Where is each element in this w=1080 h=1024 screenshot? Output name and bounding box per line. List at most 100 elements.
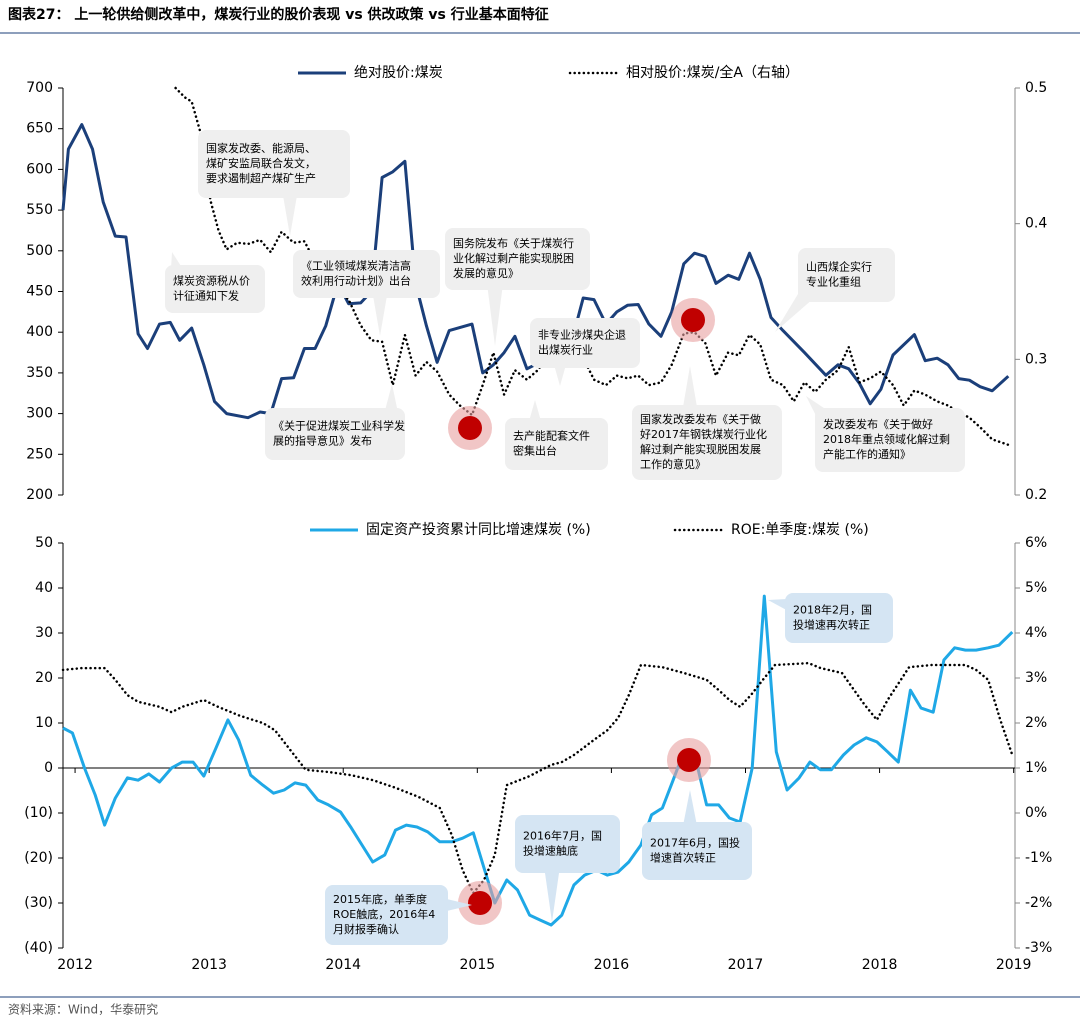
y-tick-label: 40 (35, 580, 53, 596)
callout-text: 国家发改委发布《关于做 (640, 412, 761, 426)
callout-box (632, 405, 782, 480)
y-tick-label: (10) (24, 805, 53, 821)
callout-text: 2018年重点领域化解过剩 (823, 432, 950, 446)
annotations: 国家发改委、能源局、煤矿安监局联合发文，要求遏制超产煤矿生产煤炭资源税从价计征通… (165, 130, 965, 945)
callout-pointer (543, 859, 561, 922)
y-tick-label: 450 (26, 284, 53, 300)
y-tick-label: 0 (44, 760, 53, 776)
figure-title: 图表27： 上一轮供给侧改革中，煤炭行业的股价表现 vs 供改政策 vs 行业基… (8, 6, 549, 23)
y-tick-label: (40) (24, 940, 53, 956)
callout-box (785, 593, 893, 643)
x-tick-label: 2016 (594, 957, 630, 973)
series-line (61, 123, 1010, 420)
callout-text: 业化解过剩产能实现脱困 (453, 251, 574, 265)
callout-text: 解过剩产能实现脱困发展 (640, 442, 761, 456)
x-tick-label: 2019 (996, 957, 1032, 973)
highlight-dot (681, 308, 705, 332)
y2-tick-label: 0.2 (1025, 487, 1047, 503)
callout-text: 投增速触底 (523, 844, 578, 858)
x-tick-label: 2017 (728, 957, 764, 973)
y2-tick-label: -2% (1025, 895, 1052, 911)
y-tick-label: 400 (26, 324, 53, 340)
y-tick-label: (20) (24, 850, 53, 866)
y-tick-label: (30) (24, 895, 53, 911)
y2-tick-label: 6% (1025, 535, 1047, 551)
callout-text: 产能工作的通知》 (823, 447, 911, 461)
series-line (62, 594, 1014, 927)
callout-text: 2016年7月，国 (523, 829, 602, 843)
callout-text: 出煤炭行业 (538, 343, 593, 357)
callout-text: 国务院发布《关于煤炭行 (453, 236, 574, 250)
callout-text: 月财报季确认 (333, 922, 399, 936)
callout-text: 山西煤企实行 (806, 260, 872, 274)
y2-tick-label: 0% (1025, 805, 1047, 821)
callout-text: 发改委发布《关于做好 (823, 417, 933, 431)
callout-text: 效利用行动计划》出台 (301, 274, 411, 288)
callout-text: 《工业领域煤炭清洁高 (301, 259, 411, 273)
y2-tick-label: 0.3 (1025, 351, 1047, 367)
callout-box (505, 418, 608, 470)
y2-tick-label: 3% (1025, 670, 1047, 686)
callout-box (815, 408, 965, 472)
y2-tick-label: -1% (1025, 850, 1052, 866)
callout-box (165, 265, 265, 313)
series-line (174, 86, 1010, 447)
callout-box (198, 130, 350, 198)
callout-text: 2017年6月，国投 (650, 836, 740, 850)
callout-text: 专业化重组 (806, 275, 861, 289)
y-tick-label: 600 (26, 161, 53, 177)
y-tick-label: 50 (35, 535, 53, 551)
y2-tick-label: -3% (1025, 940, 1052, 956)
callout-text: 去产能配套文件 (513, 429, 590, 443)
callout-box (293, 250, 440, 298)
y-tick-label: 200 (26, 487, 53, 503)
y2-tick-label: 5% (1025, 580, 1047, 596)
callout-text: 2015年底，单季度 (333, 892, 427, 906)
y-tick-label: 350 (26, 365, 53, 381)
callout-text: 国家发改委、能源局、 (206, 141, 316, 155)
x-tick-label: 2014 (325, 957, 361, 973)
x-tick-label: 2012 (57, 957, 93, 973)
source-note: 资料来源：Wind，华泰研究 (8, 1002, 158, 1017)
y-tick-label: 250 (26, 446, 53, 462)
y-tick-label: 300 (26, 406, 53, 422)
highlight-dot (468, 891, 492, 915)
callout-text: 要求遏制超产煤矿生产 (206, 171, 316, 185)
callout-box (530, 318, 640, 368)
callout-text: 密集出台 (513, 444, 557, 458)
callout-pointer (486, 276, 504, 346)
callout-text: 非专业涉煤央企退 (538, 328, 626, 342)
callout-text: 增速首次转正 (650, 851, 716, 865)
highlight-dot (458, 416, 482, 440)
y2-tick-label: 4% (1025, 625, 1047, 641)
x-tick-label: 2013 (191, 957, 227, 973)
legend-label: 相对股价:煤炭/全A（右轴） (626, 64, 799, 81)
callout-text: 煤炭资源税从价 (173, 274, 250, 288)
legend-label: 固定资产投资累计同比增速煤炭 (%) (366, 522, 591, 538)
y2-tick-label: 2% (1025, 715, 1047, 731)
callout: 国家发改委发布《关于做好2017年钢铁煤炭行业化解过剩产能实现脱困发展工作的意见… (632, 366, 782, 480)
y-tick-label: 500 (26, 243, 53, 259)
callout-box (642, 822, 752, 880)
callout-text: 煤矿安监局联合发文， (206, 156, 316, 170)
y-tick-label: 650 (26, 121, 53, 137)
callout-box (515, 815, 620, 873)
callout-text: ROE触底，2016年4 (333, 907, 435, 921)
callout-text: 《关于促进煤炭工业科学发 (273, 419, 405, 433)
callout-box (325, 885, 448, 945)
callout-text: 工作的意见》 (640, 457, 706, 471)
y-tick-label: 30 (35, 625, 53, 641)
series-line (61, 661, 1014, 895)
callout-box (798, 248, 895, 302)
